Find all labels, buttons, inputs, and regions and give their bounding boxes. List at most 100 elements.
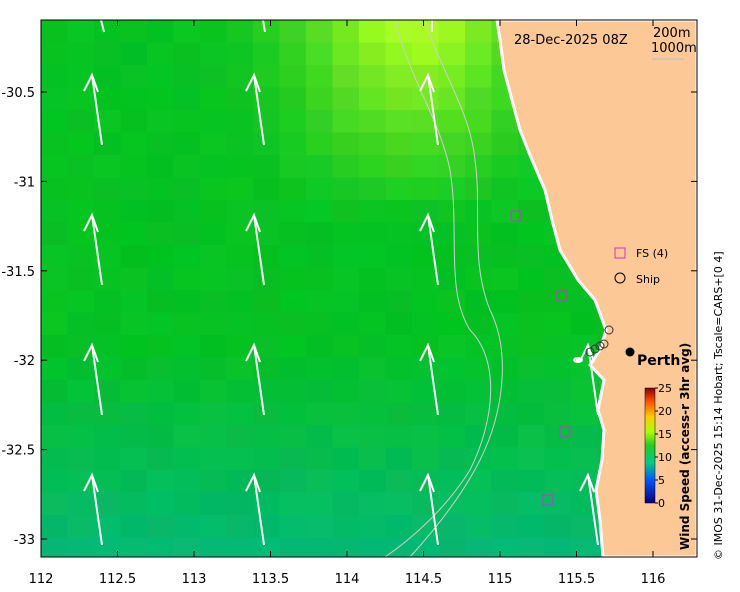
wind-cell [94,20,121,43]
wind-cell [253,110,280,133]
wind-cell [518,493,545,516]
wind-cell [200,403,227,426]
wind-cell [359,178,386,201]
wind-cell [174,65,201,88]
wind-cell [41,425,68,448]
wind-cell [227,43,254,66]
y-tick-label: -32 [14,354,35,369]
wind-cell [68,380,95,403]
wind-cell [227,245,254,268]
wind-cell [518,515,545,538]
wind-cell [545,448,572,471]
wind-cell [200,65,227,88]
wind-cell [174,223,201,246]
wind-cell [68,43,95,66]
wind-cell [41,448,68,471]
wind-cell [253,133,280,156]
wind-cell [359,425,386,448]
wind-cell [412,425,439,448]
wind-cell [333,335,360,358]
wind-cell [518,245,545,268]
wind-cell [333,65,360,88]
wind-cell [280,155,307,178]
wind-cell [333,268,360,291]
wind-cell [439,358,466,381]
wind-cell [439,223,466,246]
wind-cell [68,155,95,178]
wind-cell [465,88,492,111]
wind-cell [465,20,492,43]
wind-cell [439,380,466,403]
wind-cell [68,515,95,538]
wind-cell [174,515,201,538]
wind-cell [121,155,148,178]
wind-cell [147,425,174,448]
wind-cell [492,358,519,381]
wind-cell [492,380,519,403]
wind-cell [121,425,148,448]
wind-cell [200,448,227,471]
wind-cell [333,200,360,223]
wind-cell [439,290,466,313]
wind-cell [94,155,121,178]
wind-cell [68,268,95,291]
wind-cell [174,403,201,426]
wind-cell [147,448,174,471]
wind-cell [253,245,280,268]
wind-cell [174,268,201,291]
wind-cell [280,290,307,313]
wind-cell [386,65,413,88]
wind-cell [439,313,466,336]
wind-cell [333,290,360,313]
wind-cell [306,515,333,538]
wind-cell [412,155,439,178]
wind-cell [545,358,572,381]
wind-cell [306,335,333,358]
wind-cell [200,493,227,516]
wind-cell [306,313,333,336]
wind-cell [41,155,68,178]
wind-cell [200,268,227,291]
wind-cell [227,290,254,313]
wind-cell [280,470,307,493]
wind-cell [333,43,360,66]
wind-cell [359,65,386,88]
wind-cell [94,403,121,426]
wind-cell [253,313,280,336]
wind-cell [121,200,148,223]
wind-cell [147,358,174,381]
wind-cell [174,155,201,178]
wind-cell [571,403,598,426]
wind-cell [68,178,95,201]
wind-cell [227,133,254,156]
wind-cell [412,43,439,66]
wind-cell [253,43,280,66]
wind-cell [465,493,492,516]
wind-cell [359,20,386,43]
wind-cell [412,268,439,291]
city-label: Perth [637,353,680,369]
wind-cell [465,43,492,66]
wind-cell [227,448,254,471]
wind-cell [253,403,280,426]
wind-cell [280,20,307,43]
wind-cell [386,380,413,403]
wind-cell [147,470,174,493]
wind-cell [68,448,95,471]
wind-cell [571,335,598,358]
wind-cell [121,65,148,88]
wind-cell [333,20,360,43]
wind-cell [518,425,545,448]
wind-cell [147,155,174,178]
wind-cell [253,268,280,291]
wind-cell [439,403,466,426]
wind-cell [386,223,413,246]
wind-cell [280,425,307,448]
wind-cell [68,88,95,111]
wind-cell [147,223,174,246]
wind-cell [41,313,68,336]
wind-cell [280,313,307,336]
wind-cell [147,88,174,111]
wind-cell [280,65,307,88]
wind-cell [386,88,413,111]
